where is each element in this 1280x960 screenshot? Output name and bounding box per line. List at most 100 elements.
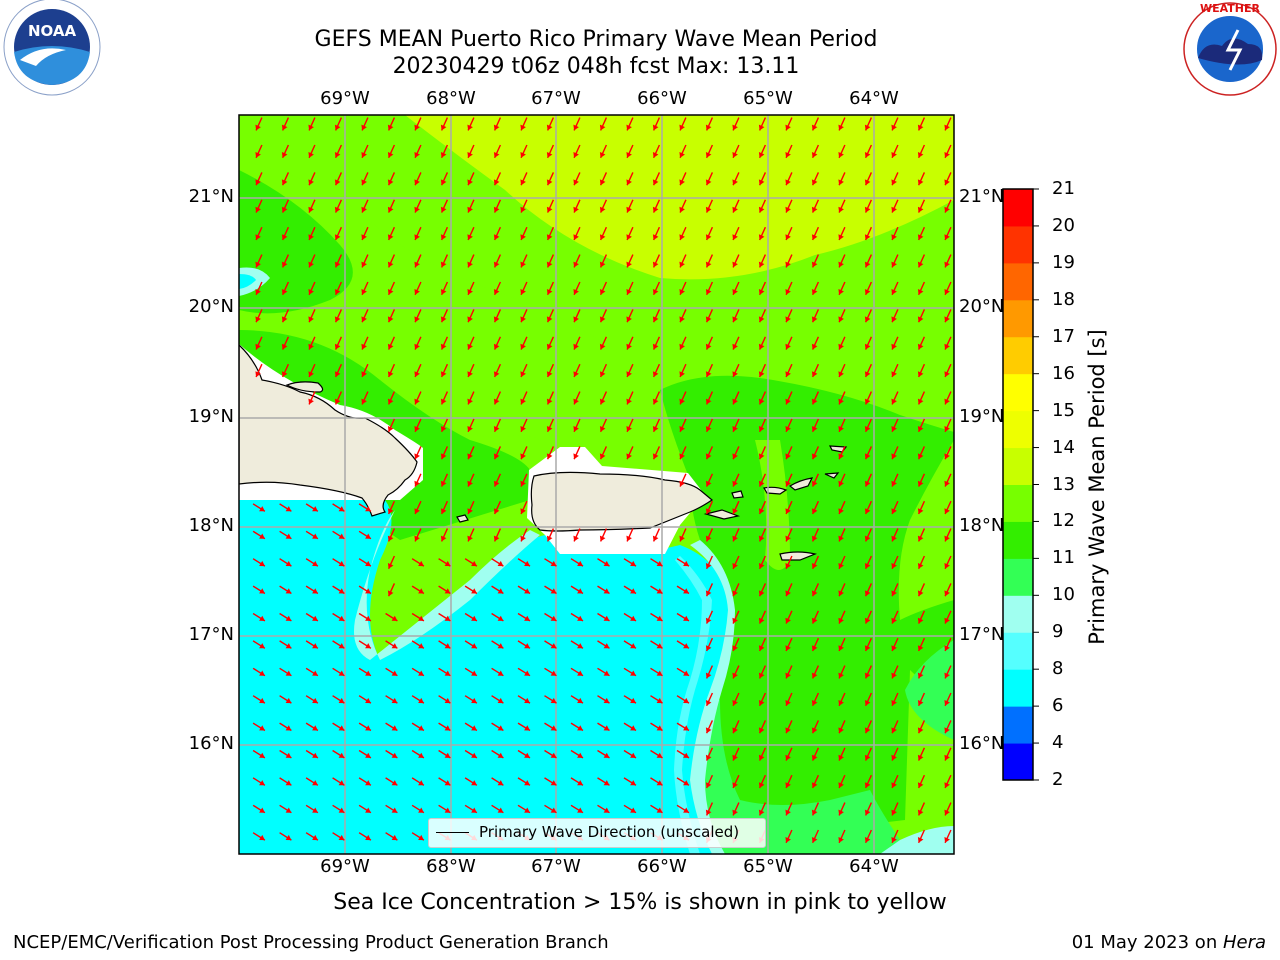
wave-arrow-head: [811, 206, 818, 213]
wave-arrow-head: [259, 506, 265, 512]
wave-arrow-head: [864, 727, 871, 734]
wave-arrow-head: [838, 535, 844, 542]
wave-arrow-head: [626, 343, 632, 350]
wave-arrow-head: [626, 152, 632, 158]
wave-arrow-head: [679, 480, 685, 487]
colorbar-tick-label: 10: [1052, 584, 1075, 606]
wave-arrow-head: [705, 590, 712, 597]
wave-arrow-head: [705, 234, 712, 240]
wave-arrow-head: [785, 809, 791, 816]
wave-arrow-head: [361, 398, 367, 405]
wave-arrow-head: [338, 752, 345, 758]
wave-arrow-head: [864, 343, 871, 350]
wave-arrow-head: [281, 124, 288, 131]
wave-arrow-head: [520, 343, 526, 350]
wave-arrow-head: [546, 453, 553, 460]
wave-arrow-head: [365, 588, 371, 594]
wave-arrow-head: [255, 152, 261, 158]
wave-arrow-head: [440, 289, 447, 295]
wave-arrow-head: [334, 343, 341, 350]
wave-arrow-head: [891, 453, 897, 460]
wave-arrow-head: [705, 645, 712, 651]
lat-label-left-21n: 21°N: [188, 186, 234, 207]
wave-arrow-head: [630, 588, 636, 594]
colorbar-segment: [1003, 706, 1033, 744]
wave-arrow-head: [524, 643, 530, 649]
wave-arrow-head: [365, 697, 371, 704]
wave-arrow-head: [758, 563, 765, 569]
wave-arrow-head: [520, 124, 526, 131]
map-legend: Primary Wave Direction (unscaled): [428, 818, 766, 848]
wave-arrow-head: [630, 615, 636, 621]
wave-arrow-head: [493, 480, 500, 487]
wave-arrow-head: [705, 617, 712, 624]
wave-arrow-head: [599, 535, 606, 542]
wave-arrow-head: [312, 670, 318, 676]
wave-arrow-head: [387, 508, 394, 514]
lon-label-top-68w: 68°W: [426, 88, 476, 109]
wave-arrow-head: [864, 453, 871, 460]
legend-label: Primary Wave Direction (unscaled): [479, 823, 740, 841]
wave-arrow-head: [864, 398, 871, 405]
wave-arrow-head: [652, 426, 659, 432]
lat-label-left-20n: 20°N: [188, 296, 234, 317]
colorbar-tick-label: 16: [1052, 362, 1075, 384]
wave-arrow-head: [334, 316, 341, 323]
wave-arrow-head: [891, 727, 897, 734]
wave-arrow-head: [285, 752, 292, 758]
wave-arrow-head: [944, 837, 950, 843]
wave-arrow-head: [758, 398, 765, 405]
wave-arrow-head: [732, 700, 738, 706]
wave-arrow-head: [308, 179, 314, 186]
wave-arrow-head: [493, 508, 500, 514]
wave-arrow-head: [838, 727, 844, 734]
wave-arrow-head: [917, 234, 924, 240]
wave-arrow-head: [785, 782, 791, 788]
wave-arrow-head: [255, 206, 261, 213]
wave-arrow-head: [414, 289, 420, 295]
wave-arrow-head: [577, 725, 583, 731]
wave-arrow-head: [334, 371, 341, 377]
wave-arrow-head: [891, 343, 897, 350]
wave-arrow-head: [440, 508, 447, 514]
wave-arrow-head: [758, 234, 765, 240]
wave-arrow-head: [414, 261, 420, 268]
wave-arrow-head: [917, 289, 924, 295]
wave-arrow-head: [524, 752, 530, 758]
colorbar-segment: [1003, 373, 1033, 412]
wave-arrow-head: [732, 453, 738, 460]
wave-arrow-head: [414, 124, 420, 131]
wave-arrow-head: [471, 807, 477, 813]
wave-arrow-head: [705, 398, 712, 405]
wave-arrow-head: [444, 588, 451, 594]
wave-arrow-head: [838, 837, 844, 843]
wave-arrow-head: [365, 560, 371, 567]
wave-arrow-head: [471, 643, 477, 649]
wave-arrow-head: [338, 725, 345, 731]
wave-arrow-head: [577, 780, 583, 786]
footer-date-text: 01 May 2023 on: [1071, 932, 1223, 953]
wave-arrow-head: [944, 179, 950, 186]
wave-arrow-head: [944, 343, 950, 350]
wave-arrow-head: [440, 124, 447, 131]
wave-arrow-head: [361, 316, 367, 323]
wave-arrow-head: [732, 234, 738, 240]
wave-arrow-head: [630, 560, 636, 567]
wave-arrow-head: [944, 617, 950, 624]
wave-arrow-head: [497, 780, 504, 786]
wave-arrow-head: [365, 834, 371, 841]
wave-arrow-head: [652, 261, 659, 268]
wave-arrow-head: [467, 371, 473, 377]
wave-arrow-head: [679, 535, 685, 542]
wave-arrow-head: [365, 615, 371, 621]
lon-label-bottom-65w: 65°W: [743, 856, 793, 877]
wave-arrow-head: [811, 371, 818, 377]
wave-arrow-head: [391, 807, 398, 813]
wave-arrow-head: [679, 124, 685, 131]
colorbar-segment: [1003, 225, 1033, 264]
wave-arrow-head: [285, 533, 292, 539]
wave-arrow-head: [520, 371, 526, 377]
wave-arrow-head: [705, 535, 712, 542]
wave-arrow-head: [603, 725, 610, 731]
wave-arrow-head: [599, 398, 606, 405]
